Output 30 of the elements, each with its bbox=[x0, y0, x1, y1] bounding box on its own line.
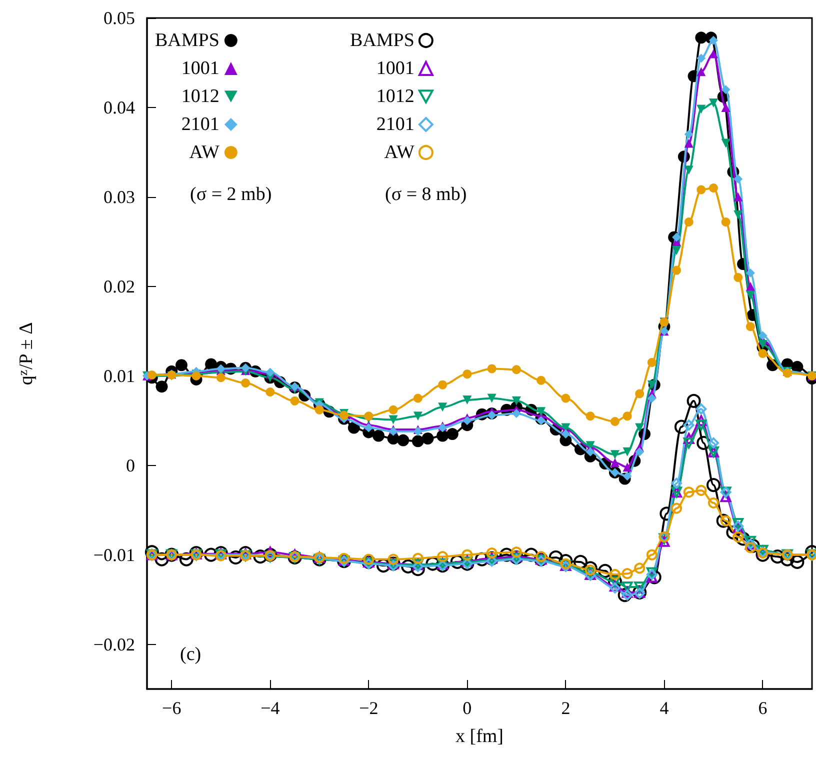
y-tick-label: −0.01 bbox=[93, 544, 135, 565]
x-tick-label: 6 bbox=[758, 698, 768, 718]
y-axis-title: qz/P ± Δ bbox=[15, 322, 37, 386]
annotation: (σ = 2 mb) bbox=[190, 184, 272, 205]
y-tick-label: 0.01 bbox=[104, 366, 135, 386]
y-tick-label: 0.05 bbox=[104, 8, 135, 28]
x-tick-label: −6 bbox=[162, 698, 182, 718]
x-tick-label: −2 bbox=[359, 698, 378, 718]
x-tick-label: 0 bbox=[462, 698, 472, 718]
legend-label: 1012 bbox=[376, 86, 414, 107]
legend-label: AW bbox=[189, 142, 220, 163]
x-tick-label: −4 bbox=[260, 698, 280, 718]
annotation: (c) bbox=[180, 644, 202, 665]
y-tick-label: −0.02 bbox=[93, 634, 135, 654]
x-tick-label: 2 bbox=[561, 698, 570, 718]
x-axis-title: x [fm] bbox=[455, 726, 504, 747]
legend-label: BAMPS bbox=[350, 30, 414, 51]
y-tick-label: 0 bbox=[126, 455, 135, 476]
legend-label: 2101 bbox=[181, 114, 220, 135]
legend-label: 2101 bbox=[376, 114, 414, 135]
y-tick-label: 0.03 bbox=[104, 186, 135, 207]
legend-label: 1001 bbox=[376, 58, 414, 79]
annotation: (σ = 8 mb) bbox=[385, 184, 467, 205]
legend-label: BAMPS bbox=[155, 30, 220, 51]
y-tick-label: 0.02 bbox=[104, 276, 135, 296]
legend-label: 1012 bbox=[181, 86, 220, 107]
x-tick-label: 4 bbox=[660, 698, 669, 718]
legend-label: AW bbox=[384, 142, 414, 163]
y-tick-label: 0.04 bbox=[104, 97, 135, 118]
legend-label: 1001 bbox=[181, 58, 220, 79]
